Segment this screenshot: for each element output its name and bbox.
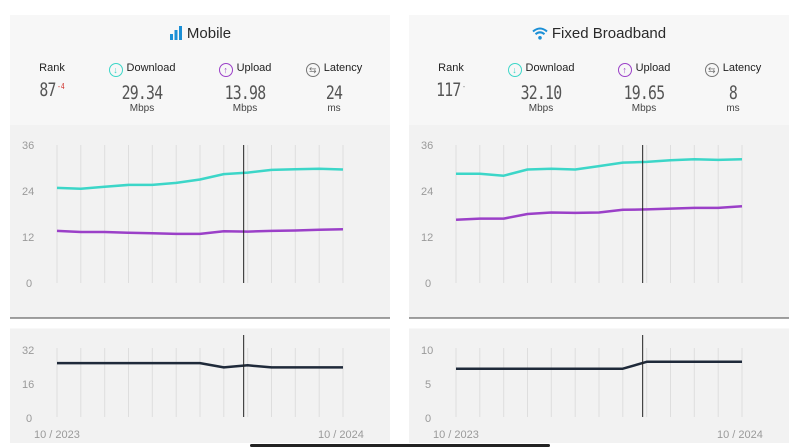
x-label-end: 10 / 2024 [318,429,364,441]
speed-tick: 24 [421,186,433,198]
download-label: Download [525,62,575,74]
x-label-end: 10 / 2024 [717,429,763,441]
latency-unit: ms [327,103,341,114]
latency-value: 24 [325,82,343,104]
mobile-title-text: Mobile [186,25,232,42]
latency-tick: 0 [26,413,32,425]
speed-tick: 36 [22,140,34,152]
fixed-title: Fixed Broadband [409,25,789,42]
upload-series-line [56,228,344,236]
rank-change: - [462,81,466,91]
latency-tick: 0 [425,413,431,425]
download-series-line [456,157,743,177]
rank-label: Rank [438,62,464,74]
upload-label: Upload [236,62,272,74]
rank-value: 117- [436,79,466,101]
upload-value: 19.65 [623,82,665,104]
fixed-chart-area[interactable]: 36 24 12 0 10 5 0 10 / 2023 10 / 2024 [409,125,789,443]
fixed-download-stat[interactable]: ↓ Download 32.10 Mbps [496,62,586,114]
fixed-title-text: Fixed Broadband [551,25,667,42]
upload-label: Upload [635,62,671,74]
download-label: Download [126,62,176,74]
upload-unit: Mbps [232,103,258,114]
upload-value: 13.98 [224,82,266,104]
download-value: 32.10 [520,82,562,104]
fixed-rank-stat: Rank 117- [406,62,496,101]
fixed-summary: Fixed Broadband Rank 117- ↓ Download 32.1… [409,15,789,125]
mobile-upload-stat[interactable]: ↑ Upload 13.98 Mbps [200,62,290,114]
fixed-speed-grid [455,145,743,417]
fixed-latency-stat[interactable]: ⇆ Latency 8 ms [688,62,778,114]
download-unit: Mbps [129,103,155,114]
rank-change: -4 [57,81,65,91]
mobile-chart[interactable]: 36 24 12 0 32 16 0 10 / 2023 10 / 2024 [10,125,390,443]
mobile-panel: Mobile Rank 87 -4 ↓ Download 29.34 Mbps ↑ U… [10,15,390,443]
speed-tick: 24 [22,186,34,198]
latency-swap-icon: ⇆ [305,63,320,77]
latency-tick: 16 [22,379,34,391]
x-label-start: 10 / 2023 [34,429,80,441]
latency-label: Latency [722,62,762,74]
upload-arrow-icon: ↑ [617,63,632,77]
speed-tick: 12 [22,232,34,244]
upload-series-line [455,205,743,222]
mobile-download-stat[interactable]: ↓ Download 29.34 Mbps [97,62,187,114]
mobile-title: Mobile [10,25,390,42]
download-unit: Mbps [528,103,554,114]
latency-series-line [456,360,742,370]
x-label-start: 10 / 2023 [433,429,479,441]
latency-tick: 5 [425,379,431,391]
mobile-rank-stat: Rank 87 -4 [7,62,97,101]
speed-tick: 0 [26,278,32,290]
mobile-summary: Mobile Rank 87 -4 ↓ Download 29.34 Mbps ↑ U… [10,15,390,125]
latency-label: Latency [323,62,363,74]
rank-label: Rank [39,62,65,74]
wifi-icon [532,27,548,40]
upload-unit: Mbps [631,103,657,114]
latency-series-line [57,361,343,369]
fixed-panel: Fixed Broadband Rank 117- ↓ Download 32.1… [409,15,789,443]
speed-tick: 0 [425,278,431,290]
upload-arrow-icon: ↑ [218,63,233,77]
download-series-line [56,167,344,190]
speed-tick: 36 [421,140,433,152]
fixed-upload-stat[interactable]: ↑ Upload 19.65 Mbps [599,62,689,114]
chart-gap [10,318,390,329]
download-arrow-icon: ↓ [108,63,123,77]
mobile-chart-area[interactable]: 36 24 12 0 32 16 0 10 / 2023 10 / 2024 [10,125,390,443]
latency-tick: 10 [421,345,433,357]
rank-value: 87 -4 [39,79,65,101]
mobile-speed-grid [56,145,344,417]
fixed-chart[interactable]: 36 24 12 0 10 5 0 10 / 2023 10 / 2024 [409,125,789,443]
download-value: 29.34 [121,82,163,104]
mobile-latency-stat[interactable]: ⇆ Latency 24 ms [289,62,379,114]
latency-tick: 32 [22,345,34,357]
latency-swap-icon: ⇆ [704,63,719,77]
speed-tick: 12 [421,232,433,244]
download-arrow-icon: ↓ [507,63,522,77]
latency-value: 8 [728,82,738,104]
signal-bars-icon [169,26,182,40]
home-indicator [250,444,550,447]
chart-gap [409,318,789,329]
latency-unit: ms [726,103,740,114]
